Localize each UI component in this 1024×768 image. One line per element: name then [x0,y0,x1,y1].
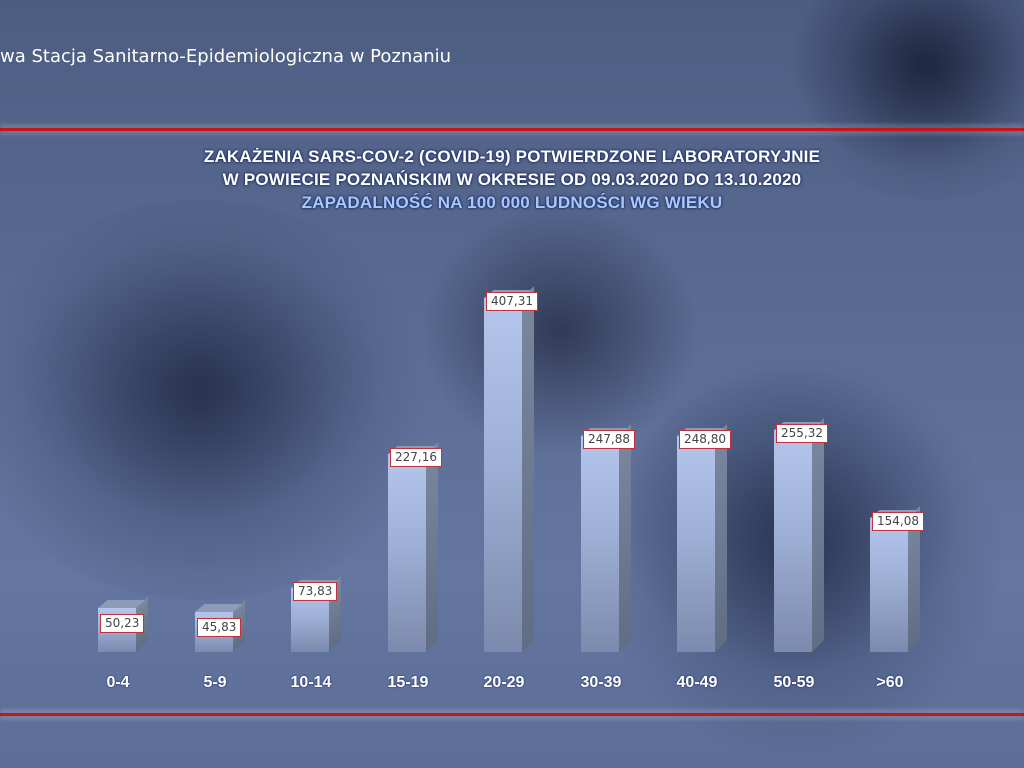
bar-front-face [870,518,908,652]
category-label: 0-4 [106,674,130,691]
bottom-divider [0,713,1024,716]
bar-20-29 [484,286,534,652]
bar-40-49 [677,424,727,652]
top-divider [0,128,1024,131]
value-label: 255,32 [776,424,828,443]
value-label: 50,23 [100,614,145,633]
bar-side-face [812,418,824,652]
value-label: 248,80 [679,430,731,449]
institution-name: wa Stacja Sanitarno-Epidemiologiczna w P… [0,46,452,67]
value-label: 407,31 [486,292,538,311]
bar-front-face [581,436,619,652]
category-label: 15-19 [387,674,429,691]
category-label: 50-59 [773,674,815,691]
bar-side-face [426,442,438,652]
category-label: 40-49 [676,674,718,691]
bar-over-60 [870,506,920,652]
category-label: >60 [876,674,904,691]
bar-side-face [715,424,727,652]
category-label: 5-9 [203,674,227,691]
bar-front-face [677,436,715,652]
category-label: 20-29 [483,674,525,691]
bar-front-face [484,298,522,652]
bar-15-19 [388,442,438,652]
category-label: 30-39 [580,674,622,691]
value-label: 73,83 [293,582,338,601]
chart-title: ZAKAŻENIA SARS-COV-2 (COVID-19) POTWIERD… [0,145,1024,214]
title-line-1: ZAKAŻENIA SARS-COV-2 (COVID-19) POTWIERD… [203,147,821,166]
bar-side-face [619,424,631,652]
bar-front-face [388,454,426,652]
bar-30-39 [581,424,631,652]
title-line-2: W POWIECIE POZNAŃSKIM W OKRESIE OD 09.03… [222,170,802,189]
bar-side-face [522,286,534,652]
bar-front-face [774,430,812,652]
value-label: 247,88 [583,430,635,449]
bar-50-59 [774,418,824,652]
background-virus-left [0,200,440,600]
value-label: 45,83 [197,618,242,637]
value-label: 154,08 [872,512,924,531]
value-label: 227,16 [390,448,442,467]
chart-subtitle: ZAPADALNOŚĆ NA 100 000 LUDNOŚCI WG WIEKU [301,193,723,212]
category-label: 10-14 [290,674,332,691]
